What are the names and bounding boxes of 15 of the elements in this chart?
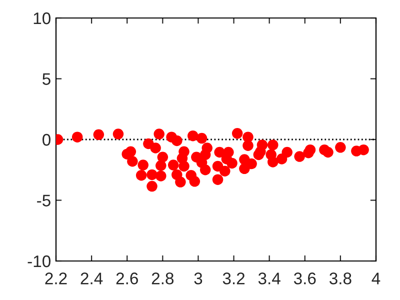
x-tick-label: 2.4	[80, 272, 103, 284]
x-tick-label: 3.2	[222, 272, 245, 284]
x-tick-label: 2.2	[45, 272, 67, 284]
x-tick-label: 2.8	[152, 272, 174, 284]
x-tick-label: 2.6	[116, 272, 138, 284]
y-tick-label: 5	[42, 73, 50, 85]
x-tick-label: 3	[194, 272, 202, 284]
x-tick-label: 4	[372, 272, 380, 284]
x-tick-label: 3.8	[329, 272, 352, 284]
y-tick-label: 0	[42, 134, 50, 146]
x-tick-label: 3.6	[294, 272, 316, 284]
x-tick-label: 3.4	[258, 272, 280, 284]
y-tick-label: 10	[34, 12, 50, 24]
y-tick-label: -5	[37, 194, 50, 206]
y-tick-label: -10	[28, 255, 50, 268]
